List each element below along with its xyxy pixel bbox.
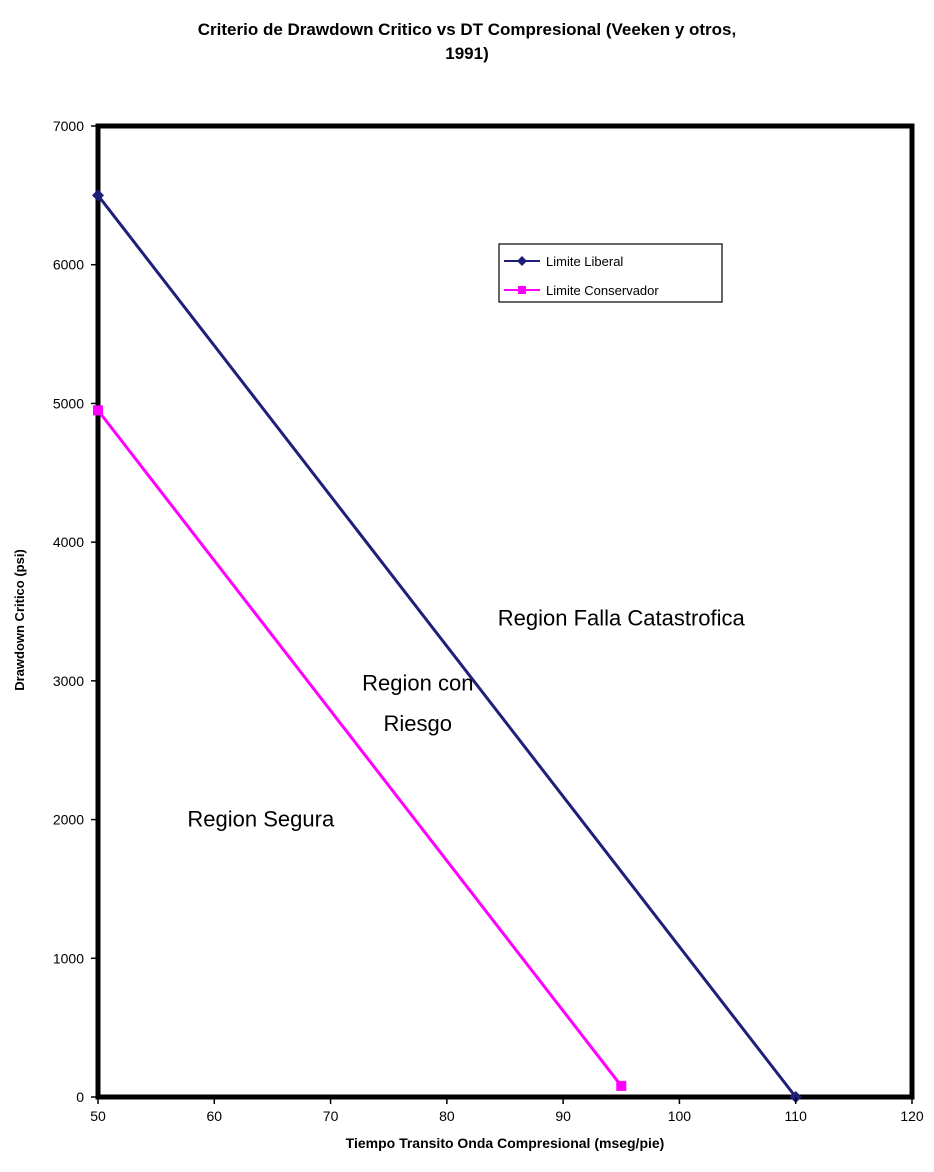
region-annotation: Region con (362, 671, 473, 696)
region-annotation: Region Segura (187, 807, 335, 832)
series-line-conservador (96, 409, 623, 1087)
y-axis-label: Drawdown Critico (psi) (12, 549, 27, 691)
legend-label-liberal: Limite Liberal (546, 254, 623, 269)
legend-label-conservador: Limite Conservador (546, 283, 659, 298)
data-point-liberal (92, 189, 104, 202)
legend-item-liberal: Limite Liberal (504, 254, 623, 269)
x-tick-label: 60 (206, 1108, 222, 1124)
y-tick-label: 7000 (53, 118, 84, 134)
y-tick-label: 3000 (53, 673, 84, 689)
x-tick-label: 90 (555, 1108, 571, 1124)
data-point-conservador (93, 405, 103, 416)
legend: Limite Liberal Limite Conservador (498, 243, 723, 303)
y-tick-label: 4000 (53, 534, 84, 550)
y-tick-label: 5000 (53, 395, 84, 411)
x-tick-label: 70 (323, 1108, 339, 1124)
legend-marker-liberal-icon (517, 256, 527, 266)
y-tick-label: 2000 (53, 812, 84, 828)
region-annotation: Region Falla Catastrofica (498, 605, 746, 630)
x-tick-label: 50 (90, 1108, 106, 1124)
series-line-liberal (96, 194, 797, 1098)
ticks-layer: 50 60 70 80 90 100 110 120 0 1000 2000 3000 4000 5000… (53, 118, 924, 1124)
x-tick-label: 100 (668, 1108, 692, 1124)
legend-box (498, 243, 723, 303)
chart-title-line-1: Criterio de Drawdown Critico vs DT Compr… (197, 20, 737, 39)
region-annotation: Riesgo (384, 711, 452, 736)
x-tick-label: 80 (439, 1108, 455, 1124)
y-tick-label: 6000 (53, 257, 84, 273)
x-tick-label: 120 (900, 1108, 924, 1124)
x-axis-label: Tiempo Transito Onda Compresional (mseg/… (346, 1135, 665, 1151)
y-tick-label: 0 (76, 1089, 84, 1105)
annotations-layer: Region Falla Catastrofica Region con Riesg… (187, 605, 745, 831)
legend-marker-conservador-icon (518, 286, 526, 294)
legend-item-conservador: Limite Conservador (504, 283, 659, 298)
data-point-conservador (616, 1080, 627, 1091)
chart-title-line-2: 1991) (445, 44, 489, 63)
y-tick-label: 1000 (53, 950, 84, 966)
series-layer (92, 189, 802, 1103)
chart-title: Criterio de Drawdown Critico vs DT Compr… (0, 18, 934, 66)
x-tick-label: 110 (785, 1108, 808, 1124)
